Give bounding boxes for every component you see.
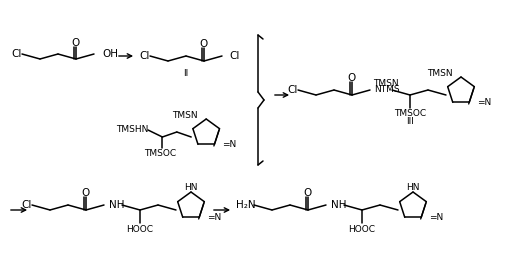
Text: =N: =N <box>223 140 237 149</box>
Text: TMSN: TMSN <box>373 78 399 88</box>
Text: TMSOC: TMSOC <box>145 150 176 158</box>
Text: III: III <box>406 117 414 126</box>
Text: =N: =N <box>207 213 222 222</box>
Text: HN: HN <box>406 182 420 191</box>
Text: NH: NH <box>109 200 124 210</box>
Text: =N: =N <box>477 98 491 107</box>
Text: =N: =N <box>429 213 444 222</box>
Text: Cl: Cl <box>11 49 22 59</box>
Text: O: O <box>304 188 312 198</box>
Text: TMSN: TMSN <box>427 69 453 78</box>
Text: TMSOC: TMSOC <box>394 109 426 119</box>
Text: O: O <box>72 38 80 48</box>
Text: O: O <box>82 188 90 198</box>
Text: HOOC: HOOC <box>126 225 153 235</box>
Text: HN: HN <box>184 182 198 191</box>
Text: Cl: Cl <box>22 200 32 210</box>
Text: Cl: Cl <box>140 51 150 61</box>
Text: H₂N: H₂N <box>236 200 256 210</box>
Text: Cl: Cl <box>229 51 239 61</box>
Text: HOOC: HOOC <box>348 225 375 235</box>
Text: O: O <box>200 39 208 49</box>
Text: TMSN: TMSN <box>173 112 198 121</box>
Text: TMSHN: TMSHN <box>115 126 148 134</box>
Text: Cl: Cl <box>288 85 298 95</box>
Text: O: O <box>348 73 356 83</box>
Text: NTMS: NTMS <box>374 85 400 95</box>
Text: OH: OH <box>102 49 118 59</box>
Text: II: II <box>184 69 189 78</box>
Text: NH: NH <box>331 200 346 210</box>
